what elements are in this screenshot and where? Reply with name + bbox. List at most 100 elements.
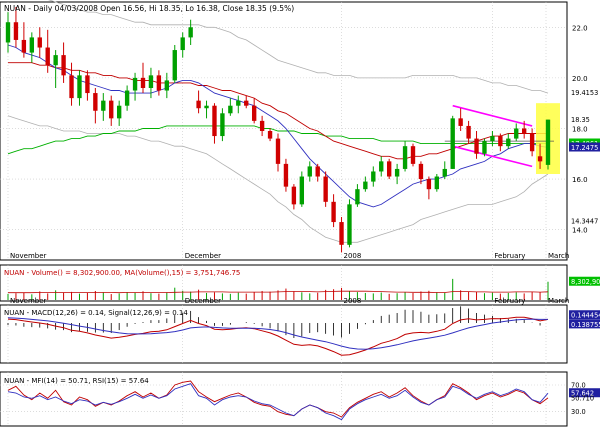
candle-body	[236, 100, 241, 106]
channel-lower-line	[452, 145, 533, 168]
candle-body	[379, 161, 384, 172]
candle-body	[466, 125, 471, 139]
candle-body	[196, 100, 201, 109]
price-ytick-label: 14.0	[572, 227, 588, 235]
candle-body	[109, 100, 114, 119]
x-tick-label: November	[10, 297, 47, 305]
candle-body	[545, 119, 551, 165]
candle-body	[331, 201, 336, 223]
candle-body	[339, 222, 344, 245]
candle-body	[212, 105, 217, 137]
x-tick-label: March	[548, 297, 569, 305]
candle-body	[521, 128, 527, 134]
osc-value-label: 50.710	[571, 394, 594, 402]
osc-value-label: 57.642	[571, 390, 594, 398]
price-value-label-bg	[569, 142, 600, 152]
candle-body	[251, 105, 257, 121]
macd-value-label: 0.144454	[571, 312, 600, 320]
candle-body	[299, 176, 305, 205]
bollinger-upper-line	[47, 0, 549, 94]
candle-body	[267, 131, 273, 139]
candle-body	[172, 50, 177, 81]
candle-body	[537, 156, 543, 162]
candle-body	[323, 176, 328, 202]
price-value-label: 19.4153	[571, 89, 598, 97]
macd-title: NUAN - MACD(12,26) = 0.14, Signal(12,26,…	[4, 309, 188, 317]
x-tick-label: November	[10, 252, 47, 260]
macd-value-label-bg	[569, 319, 600, 329]
volume-title: NUAN - Volume() = 8,302,900.00, MA(Volum…	[4, 269, 240, 277]
volume-value-label-bg	[569, 276, 600, 286]
candle-body	[355, 189, 360, 205]
candle-body	[29, 37, 35, 53]
candle-body	[13, 22, 19, 40]
candle-body	[220, 113, 225, 137]
price-value-label: 18.35	[571, 116, 590, 124]
candle-body	[156, 75, 162, 91]
candle-body	[132, 77, 138, 91]
price-ytick-label: 18.0	[572, 125, 588, 133]
candle-body	[434, 176, 440, 190]
candle-body	[204, 105, 209, 109]
candle-body	[164, 80, 170, 91]
candle-body	[21, 39, 27, 53]
candle-body	[180, 37, 185, 51]
candle-body	[244, 100, 249, 106]
ma-blue-line	[7, 44, 549, 208]
macd-value-label: 0.138755	[571, 321, 600, 329]
mfi-line	[7, 380, 549, 418]
osc-value-label-bg	[569, 388, 600, 398]
candle-body	[529, 133, 535, 152]
candle-body	[101, 100, 106, 111]
candle-body	[514, 128, 519, 139]
candle-body	[506, 138, 511, 147]
price-ytick-label: 20.0	[572, 75, 588, 83]
macd-line	[7, 316, 549, 356]
macd-panel	[0, 304, 568, 364]
candle-body	[228, 105, 233, 114]
candle-body	[77, 75, 82, 99]
candle-body	[45, 47, 50, 66]
volume-panel	[0, 264, 568, 302]
candle-body	[371, 171, 376, 182]
candle-body	[37, 37, 42, 48]
price-title: NUAN - Daily 04/03/2008 Open 16.56, Hi 1…	[4, 4, 294, 13]
candle-body	[259, 120, 265, 131]
candle-body	[315, 166, 320, 177]
candle-body	[347, 204, 352, 245]
x-tick-label: February	[494, 252, 525, 260]
candle-body	[188, 27, 193, 38]
mfi-rsi-title: NUAN - MFI(14) = 50.71, RSI(15) = 57.64	[4, 377, 149, 385]
bollinger-lower-line	[7, 115, 549, 243]
candle-body	[148, 75, 154, 88]
candle-body	[442, 168, 447, 177]
x-tick-label: 2008	[344, 297, 362, 305]
volume-value-label: 8,302,90	[571, 278, 600, 286]
osc-value-label: 70.0	[571, 382, 586, 390]
ma-green-line	[7, 125, 548, 155]
candle-body	[61, 55, 66, 76]
candle-body	[458, 118, 463, 126]
candle-body	[291, 186, 297, 205]
candle-body	[482, 141, 487, 154]
candle-body	[410, 146, 416, 164]
channel-upper-line	[452, 104, 533, 127]
price-panel	[0, 1, 568, 261]
candle-body	[490, 136, 495, 142]
price-ytick-label: 16.0	[572, 176, 588, 184]
macd-value-label-bg	[569, 310, 600, 320]
osc-value-label: 30.0	[571, 408, 586, 416]
macd-signal-line	[7, 317, 548, 350]
candle-body	[283, 163, 289, 187]
candle-body	[275, 138, 281, 164]
candle-body	[394, 168, 400, 177]
candle-body	[116, 105, 122, 119]
candle-body	[450, 118, 455, 169]
candle-body	[418, 163, 424, 180]
mfi-rsi-panel	[0, 371, 568, 427]
price-value-label: 14.3447	[571, 217, 598, 225]
candle-body	[140, 77, 146, 88]
x-tick-label: December	[185, 252, 221, 260]
candle-body	[85, 75, 90, 94]
